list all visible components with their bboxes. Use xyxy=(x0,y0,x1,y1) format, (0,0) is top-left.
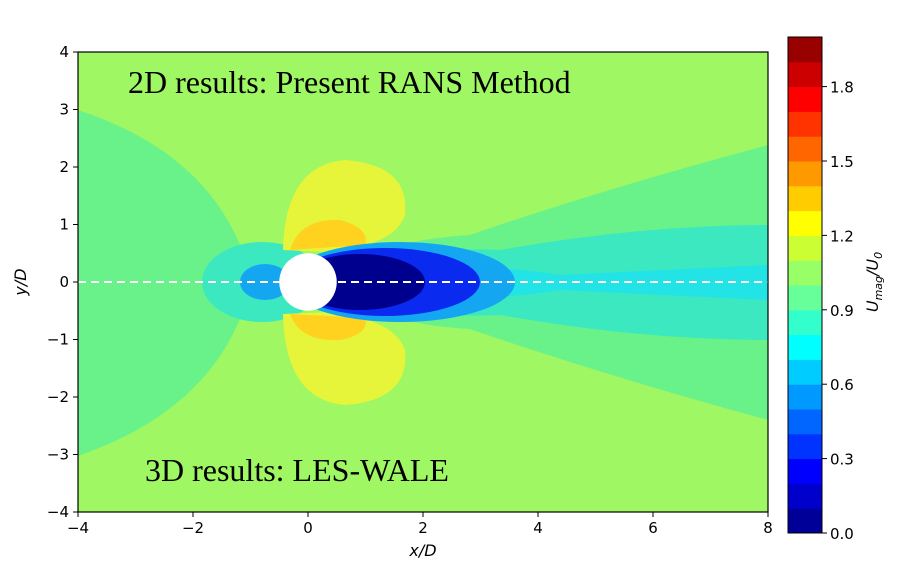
colorbar-level xyxy=(788,37,822,63)
y-axis-label: y/D xyxy=(11,268,30,296)
colorbar-level xyxy=(788,235,822,261)
annotation-bottom: 3D results: LES-WALE xyxy=(145,452,449,488)
y-tick-label: −2 xyxy=(47,388,69,406)
colorbar-level xyxy=(788,136,822,162)
colorbar-level xyxy=(788,384,822,410)
lower-shoulder-max xyxy=(290,314,366,341)
y-tick-label: −4 xyxy=(47,503,69,521)
cylinder xyxy=(279,253,337,311)
colorbar-tick-label: 0.6 xyxy=(830,376,854,394)
colorbar-level xyxy=(788,334,822,360)
colorbar-tick-label: 1.2 xyxy=(830,227,854,245)
y-tick-label: 0 xyxy=(59,273,69,291)
x-tick-label: 8 xyxy=(763,519,773,537)
colorbar-level xyxy=(788,61,822,88)
y-tick-label: 4 xyxy=(59,43,69,61)
y-tick-label: 2 xyxy=(59,158,69,176)
colorbar-level xyxy=(788,483,822,509)
colorbar-ticks: 0.0 0.3 0.6 0.9 1.2 1.5 1.8 xyxy=(822,79,854,543)
colorbar-level xyxy=(788,508,822,534)
x-tick-label: 0 xyxy=(303,519,313,537)
colorbar-frame xyxy=(787,36,823,534)
colorbar-level xyxy=(788,359,822,385)
y-tick-label: 3 xyxy=(59,101,69,119)
colorbar-level xyxy=(788,210,822,236)
x-tick-label: 4 xyxy=(533,519,543,537)
colorbar-level xyxy=(788,409,822,435)
x-axis-label: x/D xyxy=(408,541,436,560)
colorbar xyxy=(787,36,823,534)
upper-shoulder-max xyxy=(290,219,366,250)
x-tick-label: −2 xyxy=(182,519,204,537)
colorbar-level xyxy=(788,185,822,212)
y-axis-ticks: −4 −3 −2 −1 0 1 2 3 4 xyxy=(47,43,78,521)
y-tick-label: 1 xyxy=(59,216,69,234)
x-tick-label: 6 xyxy=(648,519,658,537)
colorbar-level xyxy=(788,260,822,286)
colorbar-label: Umag/U0 xyxy=(863,252,885,312)
x-tick-label: −4 xyxy=(67,519,89,537)
x-tick-label: 2 xyxy=(418,519,428,537)
colorbar-level xyxy=(788,86,822,112)
colorbar-tick-label: 0.9 xyxy=(830,302,854,320)
colorbar-level xyxy=(788,285,822,311)
colorbar-level xyxy=(788,433,822,460)
colorbar-tick-label: 0.3 xyxy=(830,451,854,469)
colorbar-tick-label: 1.8 xyxy=(830,79,854,97)
colorbar-level xyxy=(788,111,822,137)
colorbar-level xyxy=(788,161,822,187)
colorbar-level xyxy=(788,458,822,484)
colorbar-tick-label: 1.5 xyxy=(830,153,854,171)
contour-field xyxy=(78,52,768,512)
y-tick-label: −1 xyxy=(47,331,69,349)
y-tick-label: −3 xyxy=(47,446,69,464)
annotation-top: 2D results: Present RANS Method xyxy=(128,64,571,100)
colorbar-tick-label: 0.0 xyxy=(830,525,854,543)
x-axis-ticks: −4 −2 0 2 4 6 8 xyxy=(67,512,773,537)
colorbar-level xyxy=(788,309,822,336)
